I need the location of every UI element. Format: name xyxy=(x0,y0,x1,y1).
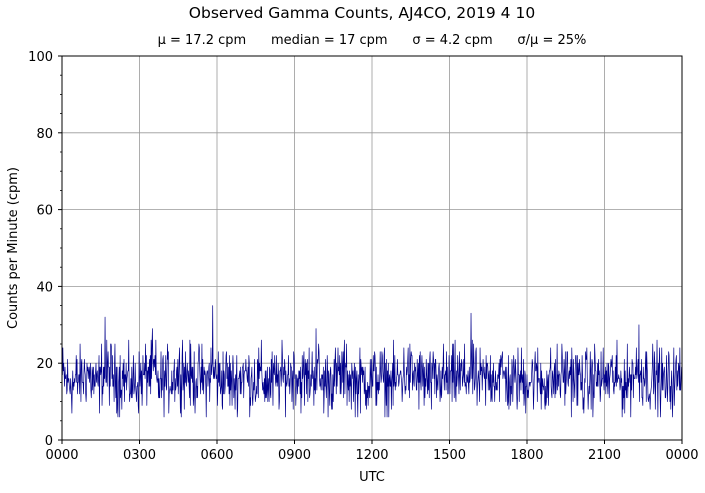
y-tick-label: 60 xyxy=(36,204,53,219)
x-tick-label: 0900 xyxy=(278,448,311,463)
y-axis-label: Counts per Minute (cpm) xyxy=(6,167,21,329)
x-tick-label: 2100 xyxy=(588,448,621,463)
series-line xyxy=(61,305,683,418)
series-group xyxy=(61,305,683,418)
x-tick-label: 1500 xyxy=(433,448,466,463)
y-tick-label: 40 xyxy=(36,280,53,295)
chart-title: Observed Gamma Counts, AJ4CO, 2019 4 10 xyxy=(189,4,535,22)
y-tick-label: 20 xyxy=(36,357,53,372)
y-tick-label: 0 xyxy=(45,434,53,449)
ticks: 0000 0300 0600 0900 1200 1500 1800 2100 00000204… xyxy=(28,50,698,463)
y-tick-label: 100 xyxy=(28,50,53,65)
chart-subtitle: μ = 17.2 cpm median = 17 cpm σ = 4.2 cpm… xyxy=(158,33,587,48)
x-tick-label: 0300 xyxy=(123,448,156,463)
x-tick-label: 1800 xyxy=(510,448,543,463)
x-tick-label: 1200 xyxy=(355,448,388,463)
y-tick-label: 80 xyxy=(36,127,53,142)
x-tick-label: 0000 xyxy=(665,448,698,463)
x-tick-label: 0600 xyxy=(200,448,233,463)
x-axis-label: UTC xyxy=(359,470,385,485)
x-tick-label: 0000 xyxy=(45,448,78,463)
